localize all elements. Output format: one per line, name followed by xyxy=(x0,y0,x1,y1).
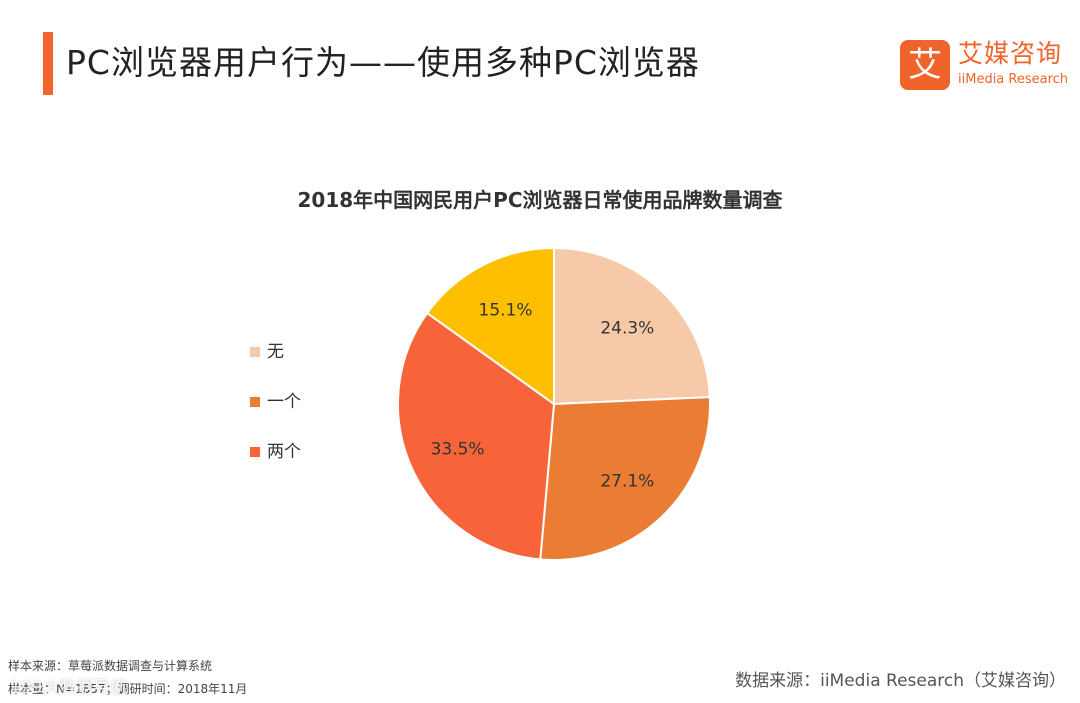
pie-slice-label-2: 27.1% xyxy=(600,472,654,492)
pie-slice-label-4: 15.1% xyxy=(479,301,533,321)
legend-label: 一个 xyxy=(267,392,301,412)
pie-slice-label-3: 33.5% xyxy=(431,439,485,459)
legend-label: 两个 xyxy=(267,442,301,462)
sample-size-note: 样本量：N=1857；调研时间：2018年11月 xyxy=(8,682,248,696)
data-source-note: 数据来源：iiMedia Research（艾媒咨询） xyxy=(735,671,1066,691)
logo-name-cn: 艾媒咨询 xyxy=(958,39,1063,68)
title-accent-bar xyxy=(43,32,53,95)
legend-label: 无 xyxy=(267,342,284,362)
legend-swatch xyxy=(250,347,260,357)
pie-slice-1 xyxy=(553,246,711,406)
legend-swatch xyxy=(250,447,260,457)
legend-swatch xyxy=(250,397,260,407)
brand-logo: 艾 艾媒咨询 iiMedia Research xyxy=(900,38,1072,94)
pie-slice-label-1: 24.3% xyxy=(600,318,654,338)
pie-slice-3 xyxy=(397,311,556,561)
logo-mark-icon: 艾 xyxy=(900,40,950,90)
chart-title: 2018年中国网民用户PC浏览器日常使用品牌数量调查 xyxy=(297,188,783,212)
pie-slice-2 xyxy=(539,396,711,561)
logo-name-en: iiMedia Research xyxy=(958,72,1069,87)
pie-slice-4 xyxy=(425,246,555,406)
page-title: PC浏览器用户行为——使用多种PC浏览器 xyxy=(66,43,700,82)
watermark: 199大数据导航 xyxy=(10,678,128,698)
sample-source-note: 样本来源：草莓派数据调查与计算系统 xyxy=(8,659,213,673)
